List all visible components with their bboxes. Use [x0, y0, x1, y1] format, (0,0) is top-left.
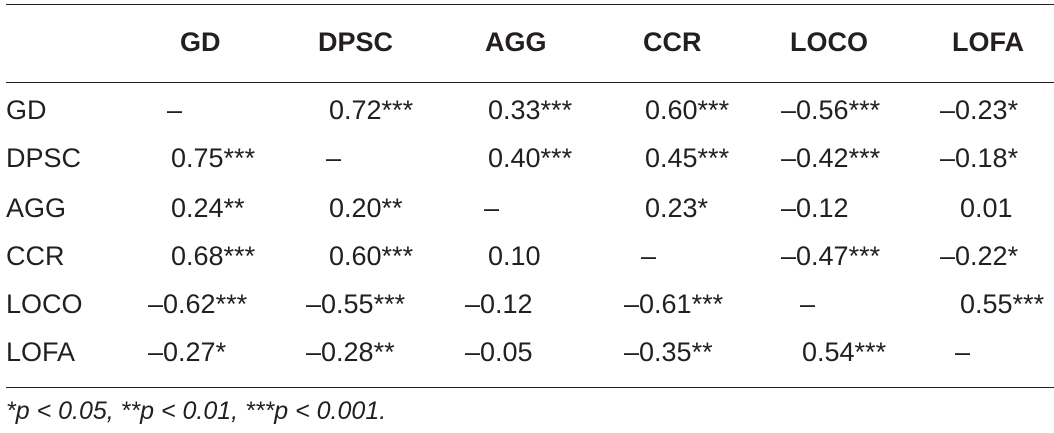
row-label: AGG [6, 193, 67, 223]
table-cell: –0.23* [940, 95, 1019, 125]
table-cell: – [955, 337, 971, 367]
table-cell: –0.42*** [781, 143, 881, 173]
row-label: GD [6, 95, 47, 125]
table-cell: – [800, 289, 816, 319]
table-row: DPSC 0.75*** – 0.40*** 0.45*** –0.42*** … [0, 134, 1054, 182]
table-cell: – [326, 143, 342, 173]
table-cell: –0.61*** [624, 289, 724, 319]
table-cell: – [641, 241, 657, 271]
table-cell: 0.68*** [171, 241, 256, 271]
table-row: LOFA –0.27* –0.28** –0.05 –0.35** 0.54**… [0, 328, 1054, 376]
table-cell: –0.22* [940, 241, 1019, 271]
table-cell: –0.28** [306, 337, 395, 367]
row-label: DPSC [6, 143, 82, 173]
row-label: LOFA [6, 337, 76, 367]
table-cell: –0.56*** [781, 95, 881, 125]
column-header-dpsc: DPSC [318, 27, 394, 57]
table-cell: 0.72*** [329, 95, 414, 125]
table-cell: –0.05 [465, 337, 533, 367]
table-cell: 0.60*** [329, 241, 414, 271]
table-cell: 0.20** [329, 193, 403, 223]
table-cell: 0.75*** [171, 143, 256, 173]
table-cell: 0.55*** [960, 289, 1045, 319]
column-header-ccr: CCR [643, 27, 702, 57]
table-cell: 0.33*** [488, 95, 573, 125]
row-label: CCR [6, 241, 65, 271]
table-cell: –0.27* [148, 337, 227, 367]
table-row: GD – 0.72*** 0.33*** 0.60*** –0.56*** –0… [0, 86, 1054, 134]
table-cell: 0.10 [488, 241, 541, 271]
table-cell: 0.01 [960, 193, 1013, 223]
table-bottom-rule [6, 387, 1054, 388]
table-cell: –0.55*** [306, 289, 406, 319]
table-cell: 0.24** [171, 193, 245, 223]
column-header-loco: LOCO [790, 27, 868, 57]
table-footnote: *p < 0.05, **p < 0.01, ***p < 0.001. [6, 397, 387, 425]
table-cell: – [167, 95, 183, 125]
column-header-gd: GD [180, 27, 221, 57]
table-cell: 0.45*** [645, 143, 730, 173]
table-cell: –0.47*** [781, 241, 881, 271]
table-cell: –0.35** [624, 337, 713, 367]
table-row: LOCO –0.62*** –0.55*** –0.12 –0.61*** – … [0, 280, 1054, 328]
table-cell: –0.62*** [148, 289, 248, 319]
table-top-rule [6, 4, 1054, 5]
column-header-lofa: LOFA [952, 27, 1024, 57]
table-cell: 0.60*** [645, 95, 730, 125]
table-cell: – [484, 193, 500, 223]
table-header-row: GD DPSC AGG CCR LOCO LOFA [0, 16, 1054, 64]
table-row: CCR 0.68*** 0.60*** 0.10 – –0.47*** –0.2… [0, 232, 1054, 280]
table-cell: 0.40*** [488, 143, 573, 173]
row-label: LOCO [6, 289, 83, 319]
table-cell: 0.23* [645, 193, 709, 223]
table-cell: –0.12 [781, 193, 849, 223]
table-cell: –0.12 [465, 289, 533, 319]
table-header-rule [6, 82, 1054, 83]
table-cell: 0.54*** [802, 337, 887, 367]
table-row: AGG 0.24** 0.20** – 0.23* –0.12 0.01 [0, 184, 1054, 232]
table-cell: –0.18* [940, 143, 1019, 173]
column-header-agg: AGG [485, 27, 547, 57]
